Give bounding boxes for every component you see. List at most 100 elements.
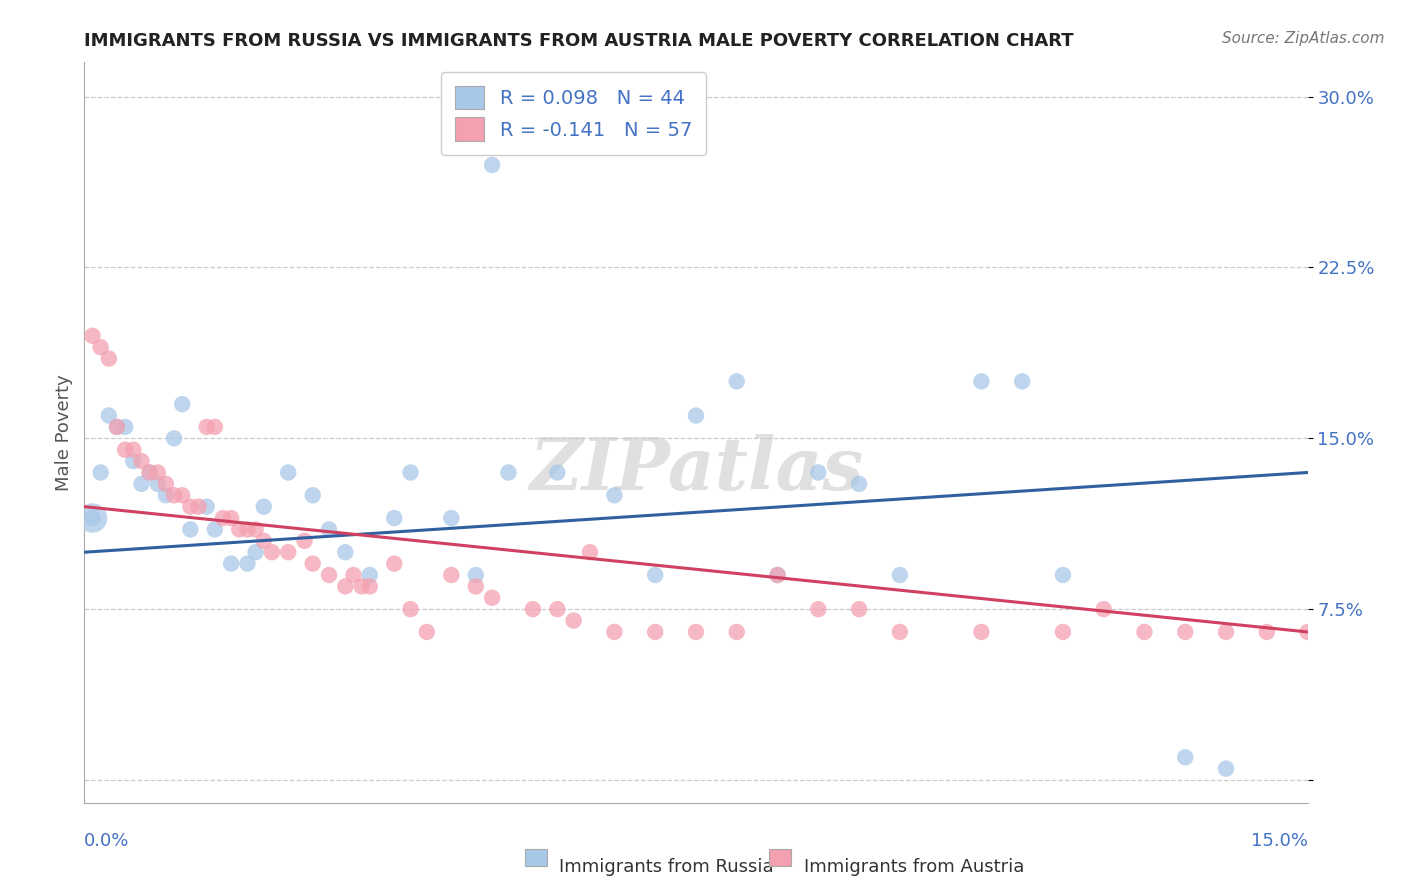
Point	[131, 476, 153, 491]
Point	[725, 375, 748, 389]
Point	[146, 476, 169, 491]
Point	[685, 624, 707, 639]
Point	[440, 568, 463, 582]
Point	[1092, 602, 1115, 616]
Point	[122, 454, 145, 468]
Point	[301, 488, 323, 502]
Point	[725, 624, 748, 639]
Point	[195, 500, 218, 514]
Point	[889, 624, 911, 639]
Point	[131, 454, 153, 468]
Point	[245, 545, 267, 559]
Point	[204, 420, 226, 434]
Point	[228, 523, 250, 537]
Point	[97, 351, 120, 366]
Point	[603, 624, 626, 639]
Point	[970, 624, 993, 639]
Point	[155, 488, 177, 502]
Point	[212, 511, 235, 525]
Point	[82, 511, 104, 525]
Point	[90, 340, 112, 354]
Text: Immigrants from Russia: Immigrants from Russia	[560, 858, 773, 876]
Point	[82, 511, 104, 525]
Point	[1174, 750, 1197, 764]
Point	[807, 602, 830, 616]
Point	[245, 523, 267, 537]
Point	[260, 545, 283, 559]
Point	[253, 500, 276, 514]
Point	[172, 397, 194, 411]
Point	[498, 466, 520, 480]
Point	[416, 624, 439, 639]
Point	[179, 523, 201, 537]
Point	[114, 420, 136, 434]
Point	[172, 488, 194, 502]
Point	[644, 568, 666, 582]
Text: 15.0%: 15.0%	[1250, 832, 1308, 850]
Point	[236, 557, 259, 571]
Point	[546, 602, 568, 616]
Point	[382, 511, 405, 525]
Point	[970, 375, 993, 389]
Point	[335, 579, 357, 593]
Point	[766, 568, 789, 582]
Point	[1215, 624, 1237, 639]
Point	[481, 591, 503, 605]
Point	[481, 158, 503, 172]
Y-axis label: Male Poverty: Male Poverty	[55, 375, 73, 491]
Point	[179, 500, 201, 514]
Point	[138, 466, 160, 480]
Point	[294, 533, 316, 548]
Point	[359, 579, 381, 593]
Point	[301, 557, 323, 571]
Point	[122, 442, 145, 457]
Point	[382, 557, 405, 571]
Point	[163, 431, 186, 445]
Point	[318, 523, 340, 537]
Point	[848, 602, 870, 616]
Point	[90, 466, 112, 480]
Point	[277, 466, 299, 480]
Bar	[769, 849, 792, 866]
Point	[155, 476, 177, 491]
Point	[195, 420, 218, 434]
Point	[187, 500, 209, 514]
Point	[1215, 762, 1237, 776]
Text: Immigrants from Austria: Immigrants from Austria	[804, 858, 1024, 876]
Text: IMMIGRANTS FROM RUSSIA VS IMMIGRANTS FROM AUSTRIA MALE POVERTY CORRELATION CHART: IMMIGRANTS FROM RUSSIA VS IMMIGRANTS FRO…	[84, 32, 1074, 50]
Point	[644, 624, 666, 639]
Point	[1133, 624, 1156, 639]
Legend: R = 0.098   N = 44, R = -0.141   N = 57: R = 0.098 N = 44, R = -0.141 N = 57	[441, 72, 706, 154]
Point	[219, 557, 242, 571]
Text: ZIPatlas: ZIPatlas	[529, 434, 863, 505]
Point	[522, 602, 544, 616]
Point	[562, 614, 585, 628]
Text: 0.0%: 0.0%	[84, 832, 129, 850]
Point	[82, 328, 104, 343]
Point	[889, 568, 911, 582]
Point	[359, 568, 381, 582]
Point	[219, 511, 242, 525]
Point	[318, 568, 340, 582]
Point	[440, 511, 463, 525]
Point	[163, 488, 186, 502]
Point	[848, 476, 870, 491]
Bar	[524, 849, 547, 866]
Point	[204, 523, 226, 537]
Point	[1052, 624, 1074, 639]
Point	[1052, 568, 1074, 582]
Point	[807, 466, 830, 480]
Point	[685, 409, 707, 423]
Point	[1011, 375, 1033, 389]
Point	[766, 568, 789, 582]
Point	[1296, 624, 1319, 639]
Point	[464, 579, 486, 593]
Point	[146, 466, 169, 480]
Point	[253, 533, 276, 548]
Point	[399, 466, 422, 480]
Text: Source: ZipAtlas.com: Source: ZipAtlas.com	[1222, 31, 1385, 46]
Point	[114, 442, 136, 457]
Point	[464, 568, 486, 582]
Point	[105, 420, 128, 434]
Point	[105, 420, 128, 434]
